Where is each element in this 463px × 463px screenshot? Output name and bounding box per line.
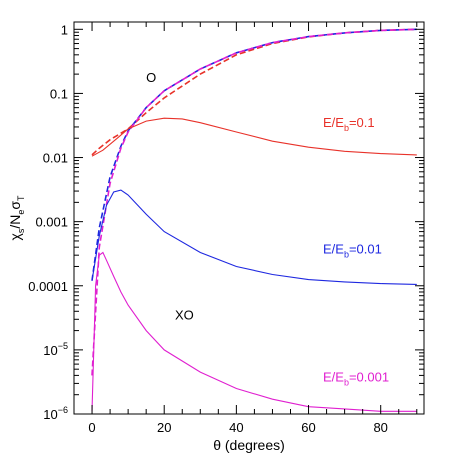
x-tick-label: 40 [229, 420, 243, 435]
y-tick-label: 0.1 [50, 86, 68, 101]
series-xo-0.01 [91, 189, 417, 285]
label-o: O [146, 70, 156, 85]
y-tick-label: 0.001 [35, 215, 68, 230]
y-tick-label: 10−5 [43, 341, 68, 358]
label-e-0.001: E/Eb=0.001 [323, 370, 389, 388]
series-xo-0.1 [91, 117, 417, 157]
x-tick-label: 20 [157, 420, 171, 435]
x-tick-label: 60 [301, 420, 315, 435]
plot-frame [73, 21, 425, 415]
x-tick-label: 0 [88, 420, 95, 435]
label-e-0.01: E/Eb=0.01 [323, 241, 382, 259]
y-tick-label: 0.01 [43, 151, 68, 166]
y-tick-label: 0.0001 [28, 279, 68, 294]
labels-layer: 0 20 40 60 80 10−6 10−5 0.0001 0.001 0.01 0.1 1 [28, 22, 388, 435]
ticks-layer [74, 22, 424, 415]
x-tick-label: 80 [373, 420, 387, 435]
series-o-0.01 [91, 28, 417, 281]
y-tick-label: 10−6 [43, 405, 68, 422]
series-layer [91, 28, 417, 412]
y-axis-title: χs/NeσT [7, 195, 26, 241]
label-e-0.1: E/Eb=0.1 [323, 115, 375, 133]
series-o-0.001 [91, 28, 417, 376]
y-tick-label: 1 [61, 22, 68, 37]
x-axis-title: θ (degrees) [213, 437, 285, 453]
annotations: O XO E/Eb=0.1 E/Eb=0.01 E/Eb=0.001 [146, 70, 389, 387]
series-xo-0.001 [91, 251, 417, 412]
label-xo: XO [175, 307, 194, 322]
